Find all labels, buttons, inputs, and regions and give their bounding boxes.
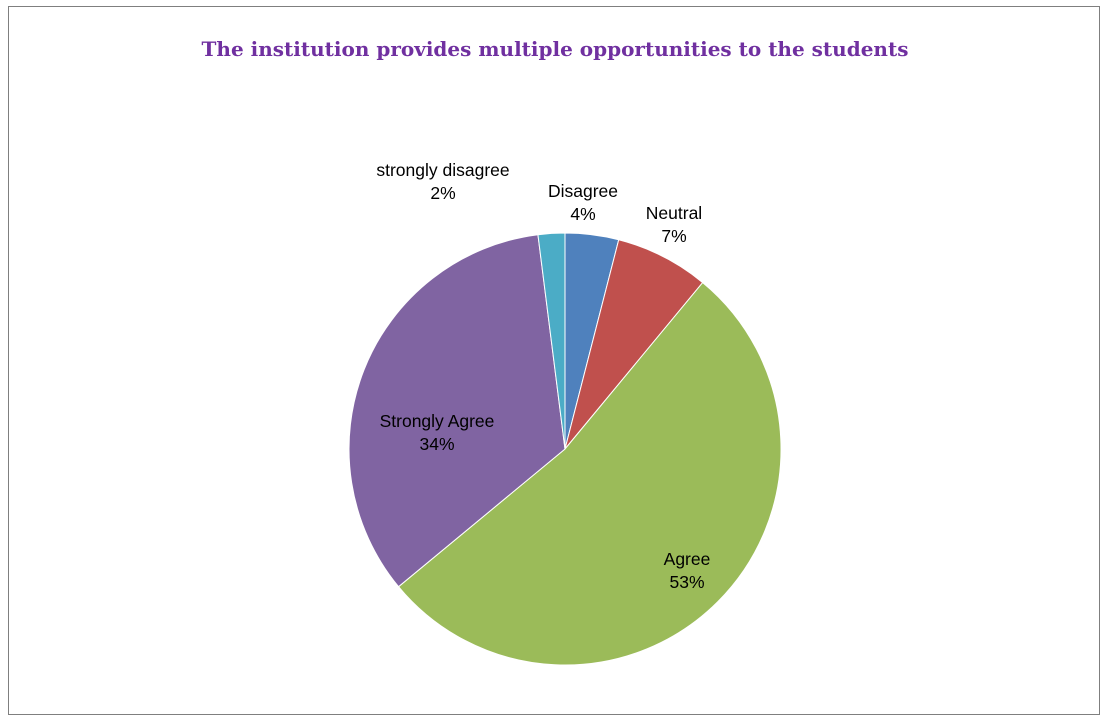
pie-slice-strongly-disagree (537, 232, 566, 450)
data-label-agree: Agree 53% (664, 549, 711, 592)
chart-title: The institution provides multiple opport… (201, 37, 909, 61)
data-label-strongly-agree: Strongly Agree 34% (380, 411, 495, 454)
pie-slice-agree (397, 281, 782, 666)
data-label-disagree: Disagree 4% (548, 181, 618, 224)
pie-chart: Disagree 4% Neutral 7% Agree 53% Strongly Agre… (348, 160, 782, 666)
pie-slice-strongly-agree (348, 234, 566, 588)
data-label-strongly-disagree: strongly disagree 2% (376, 160, 509, 203)
chart-frame: The institution provides multiple opport… (8, 6, 1100, 715)
data-label-neutral: Neutral 7% (646, 203, 702, 246)
